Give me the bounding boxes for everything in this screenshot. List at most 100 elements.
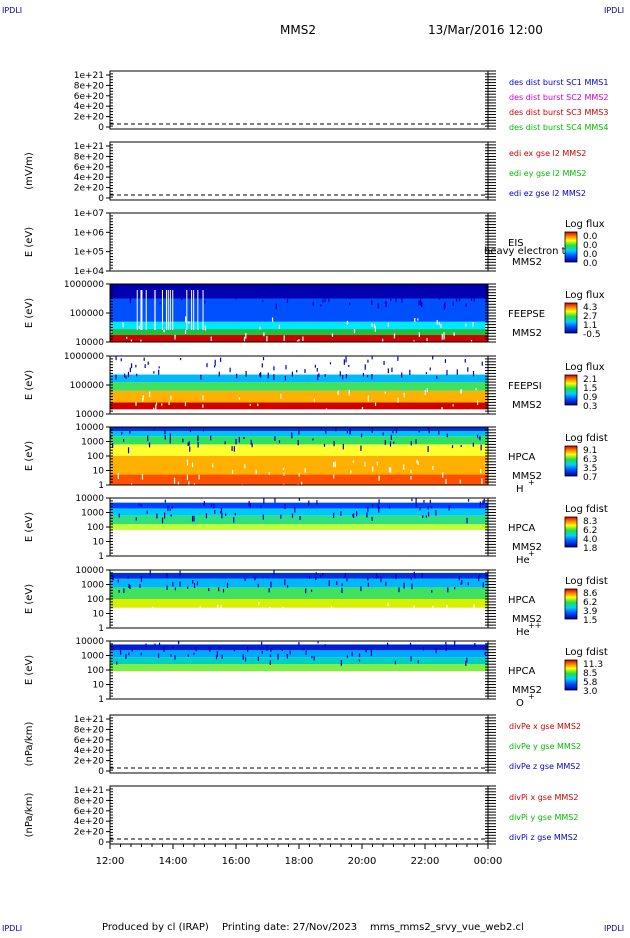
spectrum-speckle bbox=[156, 513, 158, 519]
spectrum-speckle bbox=[431, 530, 433, 535]
spectrum-speckle bbox=[313, 685, 315, 689]
colorbar-title: Log flux bbox=[565, 362, 605, 373]
colorbar-tick-label: 1.8 bbox=[583, 544, 598, 554]
spectrum-speckle bbox=[214, 359, 216, 366]
legend-entry: divPi x gse MMS2 bbox=[509, 793, 578, 802]
spectrum-speckle bbox=[161, 517, 164, 524]
spectrum-speckle bbox=[251, 443, 253, 448]
spectrum-speckle bbox=[268, 472, 270, 475]
spectrum-speckle bbox=[198, 474, 200, 480]
y-axis-label: E (eV) bbox=[24, 227, 35, 257]
spectrum-speckle bbox=[277, 653, 279, 660]
spectrum-speckle bbox=[151, 624, 153, 627]
spectrum-speckle bbox=[123, 588, 125, 593]
spectrum-speckle bbox=[413, 340, 415, 346]
colorbar-tick-label: 8.5 bbox=[583, 669, 597, 679]
spectrum-speckle bbox=[129, 298, 131, 304]
spectrum-speckle bbox=[302, 336, 304, 341]
spectrum-speckle bbox=[365, 650, 367, 653]
spectrum-speckle bbox=[443, 335, 445, 340]
spectrum-speckle bbox=[389, 441, 392, 447]
spectrum-speckle bbox=[266, 645, 268, 651]
spectrum-speckle bbox=[422, 646, 425, 651]
y-tick-label: 6e+20 bbox=[74, 92, 105, 102]
spectrum-speckle bbox=[446, 433, 448, 438]
x-tick-label: 14:00 bbox=[159, 856, 188, 867]
instrument-label: FEEPSI bbox=[508, 381, 542, 392]
spectrum-speckle bbox=[368, 677, 370, 683]
spectrum-speckle bbox=[387, 602, 389, 607]
spectrum-speckle bbox=[286, 298, 289, 303]
spectrum-speckle bbox=[480, 468, 482, 474]
spectrum-speckle bbox=[383, 360, 385, 365]
spectrum-speckle bbox=[226, 582, 229, 589]
spectrum-speckle bbox=[371, 356, 373, 360]
spectrum-speckle bbox=[274, 498, 276, 503]
colorbar-tick-label: 0.9 bbox=[583, 393, 598, 403]
spectrum-speckle bbox=[367, 359, 369, 363]
spectrum-speckle bbox=[234, 513, 236, 516]
spacecraft-label: MMS2 bbox=[512, 614, 542, 625]
spectrum-speckle bbox=[154, 643, 156, 646]
spectrum-speckle bbox=[475, 678, 477, 683]
spectrum-speckle bbox=[410, 469, 412, 474]
spectrum-speckle bbox=[354, 295, 356, 299]
data-gap bbox=[193, 290, 195, 330]
spectrum-speckle bbox=[413, 605, 415, 610]
spectrum-speckle bbox=[392, 430, 394, 434]
spectrum-speckle bbox=[145, 643, 147, 648]
y-tick-label: 2e+20 bbox=[74, 828, 105, 838]
spectrum-speckle bbox=[357, 624, 359, 627]
spectrum-speckle bbox=[403, 464, 405, 471]
spectrum-speckle bbox=[316, 368, 318, 372]
spectrum-speckle bbox=[218, 646, 221, 650]
spectrum-speckle bbox=[352, 460, 355, 463]
spectrum-speckle bbox=[228, 614, 230, 620]
spectrum-speckle bbox=[465, 660, 467, 666]
spacecraft-label: MMS2 bbox=[512, 685, 542, 696]
spectrum-speckle bbox=[388, 505, 391, 509]
spectrum-speckle bbox=[454, 641, 456, 647]
spectrum-speckle bbox=[326, 689, 329, 695]
spectrum-speckle bbox=[362, 372, 365, 377]
colorbar-tick-label: 4.0 bbox=[583, 535, 598, 545]
spectrum-band bbox=[110, 284, 488, 299]
spectrum-speckle bbox=[445, 291, 447, 296]
spectrum-speckle bbox=[320, 427, 323, 430]
y-tick-label: 8e+20 bbox=[74, 796, 105, 806]
spectrum-speckle bbox=[255, 470, 257, 475]
spectrum-speckle bbox=[436, 375, 438, 380]
spectrum-speckle bbox=[353, 513, 355, 518]
spacecraft-label: MMS2 bbox=[512, 471, 542, 482]
spectrum-speckle bbox=[189, 446, 191, 452]
spectrum-speckle bbox=[472, 370, 475, 377]
spectrum-speckle bbox=[281, 648, 283, 651]
spectrum-speckle bbox=[467, 499, 470, 502]
spectrum-speckle bbox=[266, 341, 268, 344]
spectrum-speckle bbox=[219, 357, 222, 362]
spectrum-speckle bbox=[431, 590, 433, 593]
spectrum-speckle bbox=[263, 332, 265, 337]
spectrum-speckle bbox=[233, 446, 235, 452]
y-axis-label: (mV/m) bbox=[24, 152, 35, 190]
spectrum-speckle bbox=[200, 374, 202, 380]
spectrum-speckle bbox=[169, 433, 171, 438]
spectrum-speckle bbox=[261, 650, 263, 654]
spectrum-speckle bbox=[446, 605, 448, 610]
spectrum-speckle bbox=[243, 436, 245, 439]
spectrum-speckle bbox=[422, 515, 424, 518]
panel-feepsi: 1000000 100000 10000 E (eV) FEEPSI MMS2 Log fl… bbox=[24, 352, 605, 420]
spectrum-speckle bbox=[118, 590, 120, 593]
spectrum-speckle bbox=[373, 324, 376, 329]
spectrum-speckle bbox=[158, 366, 160, 369]
spectrum-speckle bbox=[140, 504, 142, 508]
spectrum-speckle bbox=[417, 461, 419, 466]
spectrum-speckle bbox=[243, 336, 246, 342]
footer-produced-by: Produced by cl (IRAP) bbox=[102, 922, 209, 933]
spectrum-speckle bbox=[186, 474, 189, 481]
spectrum-speckle bbox=[432, 465, 434, 470]
spectrum-speckle bbox=[186, 459, 189, 466]
spectrum-speckle bbox=[352, 513, 354, 517]
spectrum-speckle bbox=[116, 661, 118, 665]
